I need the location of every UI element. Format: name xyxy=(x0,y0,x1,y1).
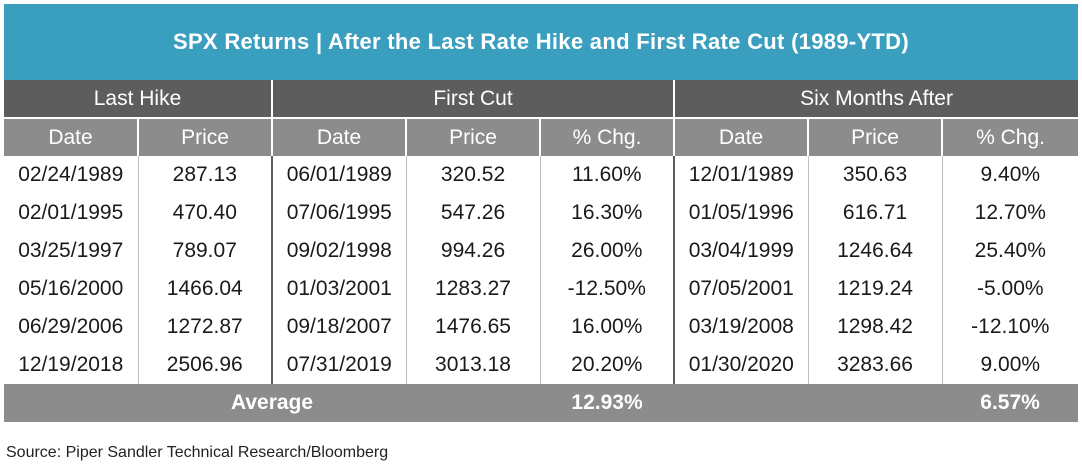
cut-price-cell: 1476.65 xyxy=(405,308,541,346)
cut-price-cell: 3013.18 xyxy=(405,346,541,384)
six-date-cell: 01/05/1996 xyxy=(673,194,809,232)
column-header-row: Date Price Date Price % Chg. Date Price … xyxy=(4,117,1079,156)
average-label: Average xyxy=(4,384,541,422)
hike-date-cell: 12/19/2018 xyxy=(18,353,124,376)
six-price-cell: 616.71 xyxy=(807,194,943,232)
group-header-six-months: Six Months After xyxy=(673,80,1079,118)
column-header: Price xyxy=(136,117,273,156)
column-header: Date xyxy=(271,117,407,156)
cut-change-cell: 11.60% xyxy=(539,156,675,194)
average-six-change: 6.57% xyxy=(942,384,1079,422)
hike-price-cell: 2506.96 xyxy=(137,346,273,384)
average-cut-change: 12.93% xyxy=(540,384,675,422)
hike-date-cell: 02/01/1995 xyxy=(18,201,124,224)
column-header: Price xyxy=(807,117,943,156)
cut-change-cell: 16.30% xyxy=(539,194,675,232)
hike-price-cell: 287.13 xyxy=(137,156,273,194)
cut-price-cell: 320.52 xyxy=(405,156,541,194)
hike-price-cell: 789.07 xyxy=(137,232,273,270)
table-row: 02/24/1989 287.13 06/01/1989 320.52 11.6… xyxy=(4,156,1079,194)
cut-date-cell: 06/01/1989 xyxy=(271,156,407,194)
cut-change-cell: 20.20% xyxy=(539,346,675,384)
hike-price-cell: 1272.87 xyxy=(137,308,273,346)
table-title: SPX Returns | After the Last Rate Hike a… xyxy=(4,4,1078,80)
source-note: Source: Piper Sandler Technical Research… xyxy=(6,444,389,461)
cut-change-cell: 26.00% xyxy=(539,232,675,270)
average-row: Average 12.93% 6.57% xyxy=(4,384,1079,422)
cut-date-cell: 07/06/1995 xyxy=(271,194,407,232)
hike-date-cell: 06/29/2006 xyxy=(18,315,124,338)
table-row: 02/01/1995 470.40 07/06/1995 547.26 16.3… xyxy=(4,194,1079,232)
six-date-cell: 03/19/2008 xyxy=(673,308,809,346)
hike-date-cell: 03/25/1997 xyxy=(18,239,124,262)
cut-date-cell: 01/03/2001 xyxy=(271,270,407,308)
hike-date-cell: 05/16/2000 xyxy=(18,277,124,300)
cut-price-cell: 1283.27 xyxy=(405,270,541,308)
hike-price-cell: 470.40 xyxy=(137,194,273,232)
six-date-cell: 07/05/2001 xyxy=(673,270,809,308)
hike-price-cell: 1466.04 xyxy=(137,270,273,308)
cut-date-cell: 09/18/2007 xyxy=(271,308,407,346)
returns-table: Last Hike First Cut Six Months After Dat… xyxy=(4,80,1079,422)
six-price-cell: 3283.66 xyxy=(807,346,943,384)
table-row: 06/29/2006 1272.87 09/18/2007 1476.65 16… xyxy=(4,308,1079,346)
table-row: 03/25/1997 789.07 09/02/1998 994.26 26.0… xyxy=(4,232,1079,270)
six-price-cell: 1298.42 xyxy=(807,308,943,346)
cut-date-cell: 07/31/2019 xyxy=(271,346,407,384)
returns-table-container: SPX Returns | After the Last Rate Hike a… xyxy=(4,4,1079,422)
cut-date-cell: 09/02/1998 xyxy=(271,232,407,270)
six-change-cell: 12.70% xyxy=(941,194,1079,232)
cut-price-cell: 547.26 xyxy=(405,194,541,232)
cut-change-cell: -12.50% xyxy=(539,270,675,308)
group-header-last-hike: Last Hike xyxy=(4,80,273,118)
six-change-cell: 25.40% xyxy=(941,232,1079,270)
column-header: Date xyxy=(4,117,138,156)
column-header: % Chg. xyxy=(539,117,675,156)
six-price-cell: 350.63 xyxy=(807,156,943,194)
six-date-cell: 01/30/2020 xyxy=(673,346,809,384)
column-header: Date xyxy=(673,117,809,156)
column-header: % Chg. xyxy=(941,117,1079,156)
six-date-cell: 03/04/1999 xyxy=(673,232,809,270)
cut-price-cell: 994.26 xyxy=(405,232,541,270)
group-header-row: Last Hike First Cut Six Months After xyxy=(4,80,1079,118)
hike-date-cell: 02/24/1989 xyxy=(18,163,124,186)
column-header: Price xyxy=(405,117,541,156)
six-change-cell: -12.10% xyxy=(941,308,1079,346)
six-price-cell: 1219.24 xyxy=(807,270,943,308)
average-spacer xyxy=(674,384,943,422)
six-change-cell: 9.40% xyxy=(941,156,1079,194)
six-change-cell: -5.00% xyxy=(941,270,1079,308)
table-row: 05/16/2000 1466.04 01/03/2001 1283.27 -1… xyxy=(4,270,1079,308)
six-date-cell: 12/01/1989 xyxy=(673,156,809,194)
six-price-cell: 1246.64 xyxy=(807,232,943,270)
group-header-first-cut: First Cut xyxy=(271,80,675,118)
table-row: 12/19/2018 2506.96 07/31/2019 3013.18 20… xyxy=(4,346,1079,384)
cut-change-cell: 16.00% xyxy=(539,308,675,346)
six-change-cell: 9.00% xyxy=(941,346,1079,384)
